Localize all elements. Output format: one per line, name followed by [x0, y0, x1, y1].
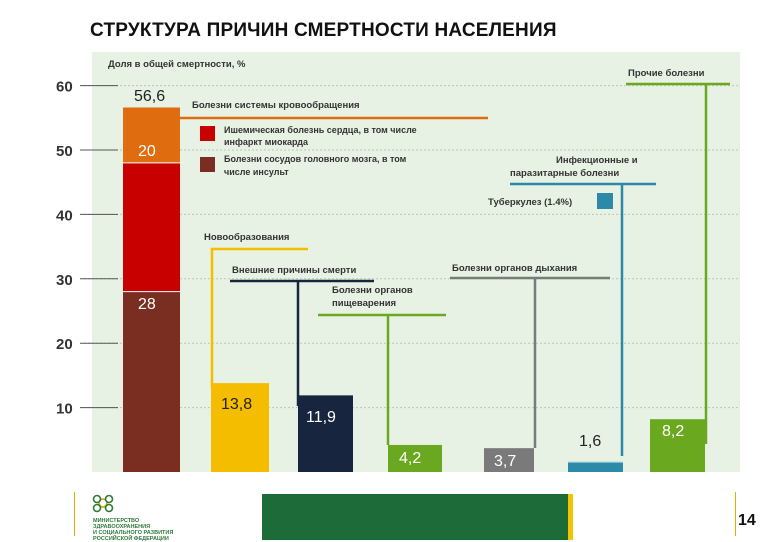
page-number: 14	[738, 512, 756, 529]
footer-divider-right	[735, 492, 736, 536]
category-label: Болезни системы кровообращения	[192, 100, 360, 111]
data-label: 4,2	[399, 450, 421, 467]
category-label: Внешние причины смерти	[232, 265, 356, 276]
category-label: Новообразования	[204, 232, 289, 243]
ministry-name: МИНИСТЕРСТВО ЗДРАВООХРАНЕНИЯ И СОЦИАЛЬНО…	[93, 518, 174, 542]
legend-label: инфаркт миокарда	[224, 137, 309, 147]
annotation-label: Туберкулез (1.4%)	[488, 197, 572, 208]
bar-segment	[123, 162, 180, 292]
bar-segment	[568, 462, 623, 472]
data-label: 11,9	[306, 409, 336, 426]
leader-line	[450, 276, 610, 448]
data-label: 56,6	[134, 88, 165, 105]
data-label: 1,6	[579, 433, 601, 450]
y-tick-label: 50	[56, 143, 73, 160]
leader-line	[210, 247, 308, 388]
plot-background	[92, 52, 740, 472]
bar	[650, 419, 705, 472]
legend-label: числе инсульт	[224, 167, 289, 177]
category-label: Болезни органов дыхания	[452, 263, 577, 274]
ministry-logo-icon	[92, 494, 114, 513]
category-label: Болезни органов	[332, 285, 413, 296]
legend-label: Болезни сосудов головного мозга, в том	[224, 154, 407, 164]
legend-label: Ишемическая болезнь сердца, в том числе	[224, 125, 417, 135]
bar	[484, 448, 534, 472]
legend-swatch	[597, 193, 613, 209]
leader-line	[230, 279, 374, 406]
page-title: СТРУКТУРА ПРИЧИН СМЕРТНОСТИ НАСЕЛЕНИЯ	[90, 20, 557, 41]
footer-divider-left	[74, 492, 75, 536]
data-label: 13,8	[221, 396, 252, 413]
bar	[388, 444, 442, 472]
y-tick-label: 40	[56, 207, 73, 224]
bar-segment	[123, 291, 180, 472]
bar	[298, 395, 353, 472]
footer-accent	[568, 494, 573, 540]
category-label: Инфекционные и	[556, 155, 638, 166]
bar-segment	[123, 107, 180, 163]
leader-line	[510, 182, 656, 456]
mortality-structure-chart: 10 20 30 40 50 60 Доля в общей смертности, % 56…	[56, 52, 740, 472]
leader-line	[318, 313, 446, 445]
category-label: паразитарные болезни	[510, 168, 619, 179]
y-tick-label: 30	[56, 272, 73, 289]
y-tick-label: 20	[56, 336, 73, 353]
footer-band	[262, 494, 568, 540]
data-label: 3,7	[494, 453, 516, 470]
y-tick-label: 60	[56, 79, 73, 96]
legend-swatch	[200, 157, 215, 172]
bar-segment	[568, 461, 623, 463]
data-label: 28	[138, 296, 156, 313]
legend-swatch	[200, 126, 215, 141]
data-label: 20	[138, 143, 156, 160]
leader-line	[626, 82, 730, 444]
category-label: пищеварения	[332, 298, 396, 309]
bar	[211, 383, 269, 472]
y-tick-label: 10	[56, 401, 73, 418]
data-label: 8,2	[662, 423, 684, 440]
category-label: Прочие болезни	[628, 68, 705, 79]
y-axis-label: Доля в общей смертности, %	[108, 59, 246, 70]
